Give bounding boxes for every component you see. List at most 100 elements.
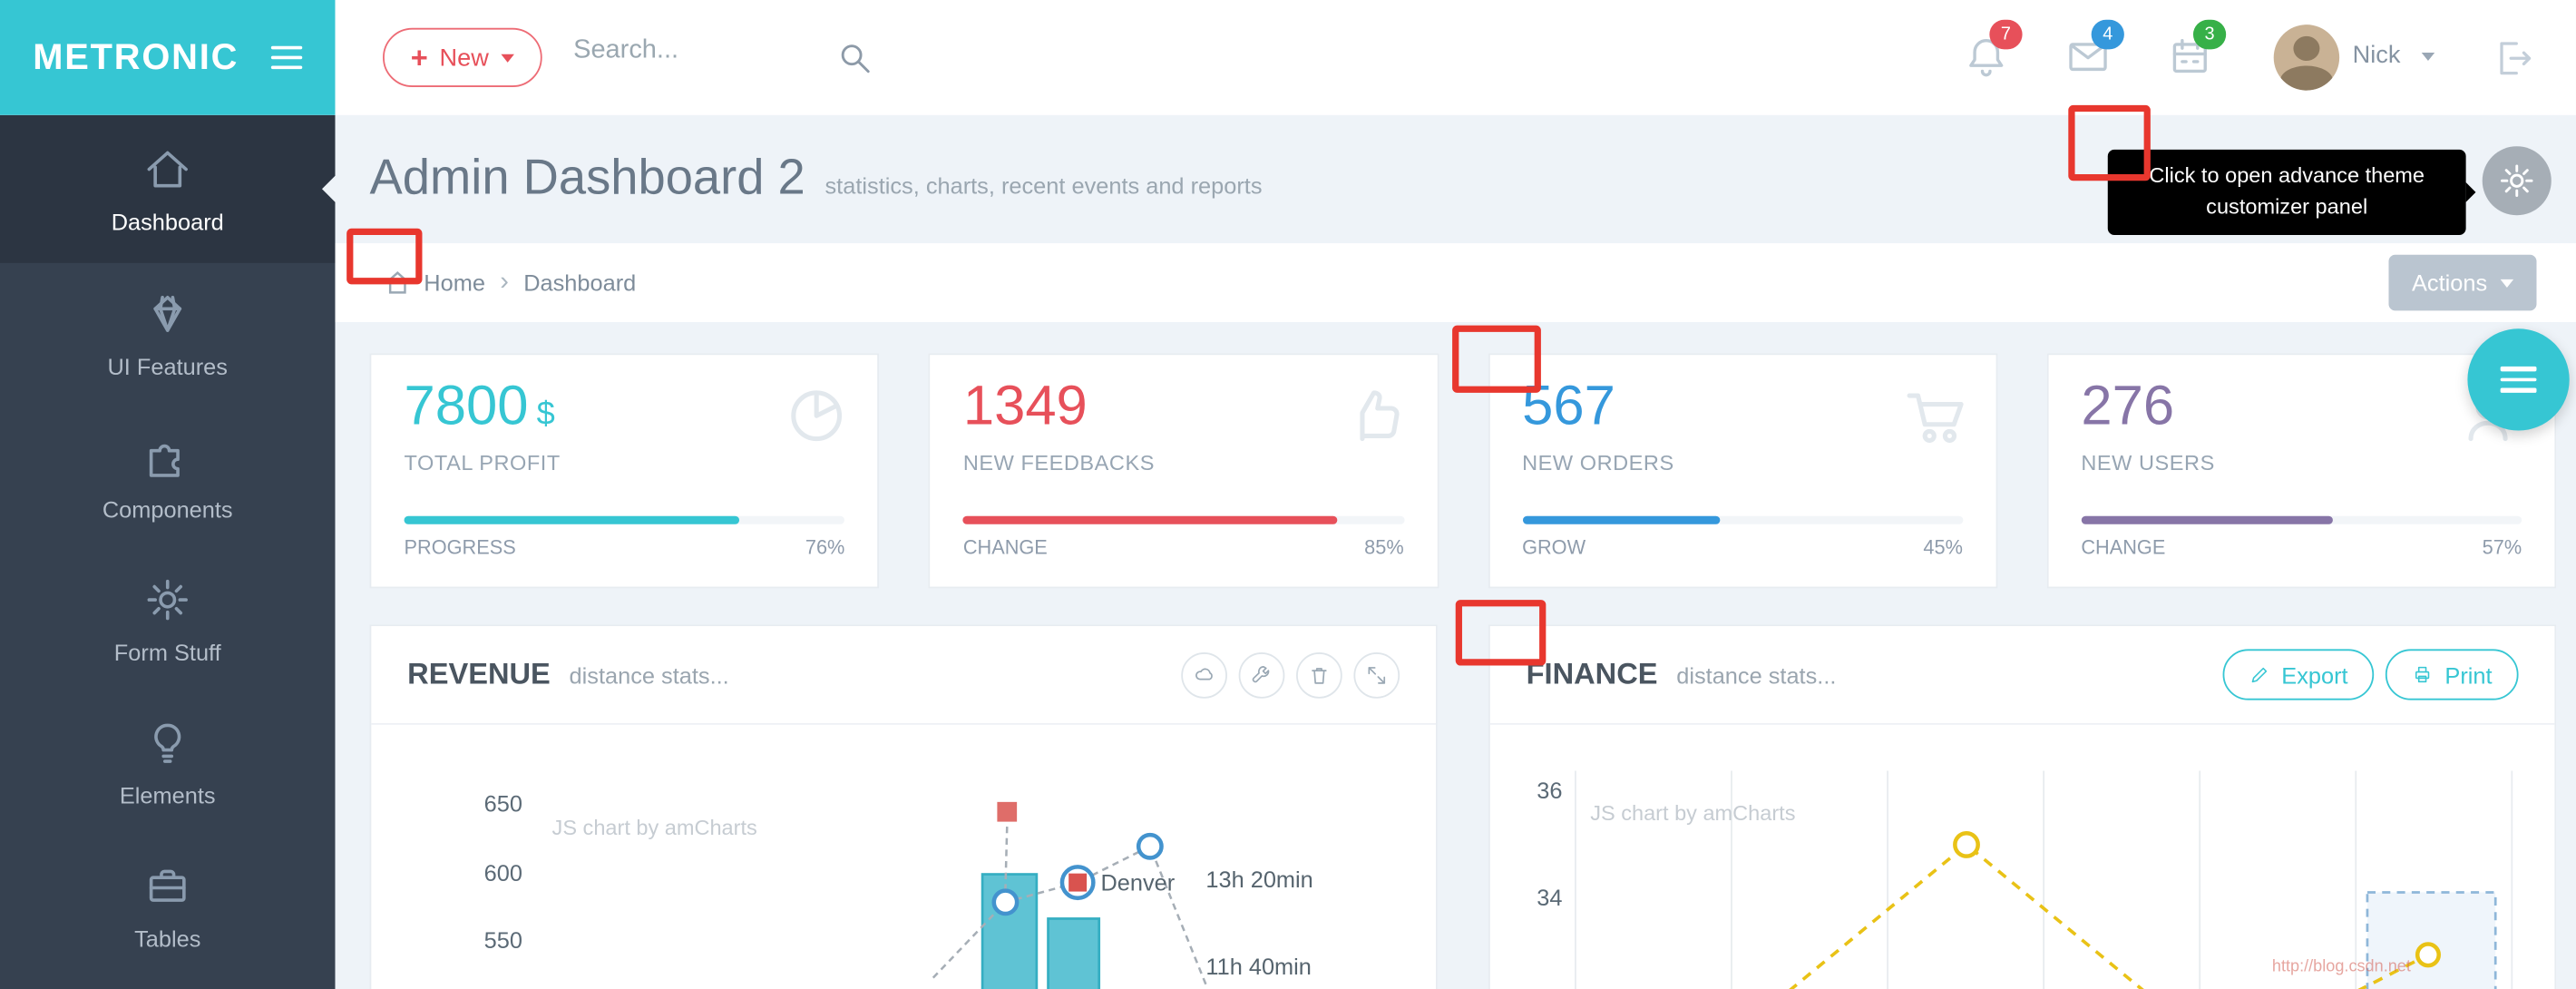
line-point-marker bbox=[1953, 831, 1980, 858]
revenue-portlet: REVENUE distance stats... 650 bbox=[369, 624, 1438, 989]
scatter-point bbox=[1136, 832, 1164, 860]
svg-text:600: 600 bbox=[484, 861, 522, 886]
finance-chart[interactable]: 36 34 JS chart by amCharts http://blog.c… bbox=[1490, 725, 2555, 989]
sidebar-item-label: Elements bbox=[119, 782, 216, 809]
stat-card-new-orders: 567 NEW ORDERS GROW 45% bbox=[1488, 353, 1997, 589]
search-box bbox=[570, 34, 824, 68]
stat-value: 7800 $ bbox=[404, 374, 555, 437]
sidebar-item-components[interactable]: Components bbox=[0, 406, 335, 549]
sidebar-item-tables[interactable]: Tables bbox=[0, 835, 335, 978]
thumbs-up-icon bbox=[1359, 390, 1399, 442]
quick-sidebar-toggle-button[interactable] bbox=[2467, 328, 2570, 431]
shopping-cart-icon bbox=[1907, 393, 1964, 444]
sidebar-item-dashboard[interactable]: Dashboard bbox=[0, 114, 336, 263]
expand-icon[interactable] bbox=[1353, 651, 1400, 698]
chevron-down-icon bbox=[500, 53, 514, 62]
finance-portlet: FINANCE distance stats... Export Print bbox=[1488, 624, 2557, 989]
svg-text:JS chart by amCharts: JS chart by amCharts bbox=[1590, 801, 1795, 825]
stat-value: 1349 bbox=[962, 374, 1088, 437]
stat-card-new-feedbacks: 1349 NEW FEEDBACKS CHANGE 85% bbox=[928, 353, 1439, 589]
sidebar-item-elements[interactable]: Elements bbox=[0, 692, 335, 836]
search-input[interactable] bbox=[570, 34, 824, 68]
actions-button[interactable]: Actions bbox=[2388, 254, 2537, 311]
logout-icon[interactable] bbox=[2491, 36, 2535, 81]
new-button[interactable]: + New bbox=[383, 27, 542, 87]
progress-track bbox=[2081, 515, 2522, 524]
breadcrumb-home-link[interactable]: Home bbox=[424, 269, 485, 297]
avatar-shoulders-shape bbox=[2279, 65, 2333, 91]
wrench-icon[interactable] bbox=[1238, 651, 1285, 698]
progress-caption: PROGRESS bbox=[404, 535, 516, 559]
user-avatar[interactable] bbox=[2273, 24, 2340, 91]
stat-value: 276 bbox=[2081, 374, 2175, 437]
sidebar-item-form-stuff[interactable]: Form Stuff bbox=[0, 549, 335, 692]
portlet-title: FINANCE bbox=[1526, 657, 1658, 690]
pencil-icon bbox=[2251, 667, 2267, 683]
sidebar-toggle-icon[interactable] bbox=[270, 45, 303, 70]
tasks-calendar-icon[interactable]: 3 bbox=[2167, 19, 2227, 82]
pie-chart-icon bbox=[791, 390, 843, 442]
export-button-label: Export bbox=[2281, 661, 2348, 688]
annotation-rectangle bbox=[1455, 600, 1547, 666]
user-chevron-down-icon bbox=[2421, 52, 2435, 62]
progress-percent: 85% bbox=[1364, 535, 1404, 559]
inbox-envelope-icon[interactable]: 4 bbox=[2065, 19, 2124, 82]
progress-fill bbox=[1522, 515, 1721, 524]
chevron-down-icon bbox=[2500, 278, 2514, 288]
sidebar-item-ui-features[interactable]: UI Features bbox=[0, 263, 335, 406]
progress-fill bbox=[2081, 515, 2333, 524]
red-square-marker bbox=[997, 801, 1018, 822]
inbox-badge: 4 bbox=[2091, 19, 2124, 50]
svg-text:36: 36 bbox=[1537, 778, 1562, 804]
brand-logo: METRONIC bbox=[0, 0, 336, 115]
notifications-badge: 7 bbox=[1989, 19, 2023, 50]
gear-icon bbox=[2501, 164, 2533, 197]
svg-text:13h 20min: 13h 20min bbox=[1205, 867, 1312, 893]
stat-label: TOTAL PROFIT bbox=[404, 450, 561, 475]
progress-track bbox=[1522, 515, 1963, 524]
theme-customizer-button[interactable] bbox=[2482, 146, 2552, 216]
svg-text:http://blog.csdn.net: http://blog.csdn.net bbox=[2272, 956, 2411, 974]
progress-track bbox=[962, 515, 1404, 524]
sidebar-item-label: Components bbox=[102, 495, 233, 523]
cloud-download-icon[interactable] bbox=[1181, 651, 1227, 698]
breadcrumb-current: Dashboard bbox=[523, 269, 637, 297]
scatter-point bbox=[991, 888, 1020, 916]
sidebar: Dashboard UI Features Components Form St… bbox=[0, 114, 336, 989]
user-menu-name[interactable]: Nick bbox=[2352, 41, 2401, 70]
denver-red-square-marker bbox=[1068, 873, 1088, 892]
sidebar-item-label: UI Features bbox=[107, 353, 228, 380]
tasks-badge: 3 bbox=[2192, 19, 2227, 50]
portlet-subtitle: distance stats... bbox=[1676, 661, 1837, 689]
svg-text:Denver: Denver bbox=[1101, 871, 1176, 896]
print-button-label: Print bbox=[2444, 661, 2493, 688]
export-button[interactable]: Export bbox=[2222, 649, 2375, 700]
home-icon bbox=[147, 150, 188, 187]
brand-name: METRONIC bbox=[33, 35, 239, 78]
portlet-actions: Export Print bbox=[2222, 649, 2519, 700]
currency-suffix: $ bbox=[536, 396, 555, 433]
svg-text:JS chart by amCharts: JS chart by amCharts bbox=[552, 816, 757, 839]
tooltip-text: Click to open advance theme customizer p… bbox=[2149, 162, 2425, 219]
notifications-bell-icon[interactable]: 7 bbox=[1963, 19, 2023, 82]
gear-icon bbox=[147, 579, 188, 621]
trash-icon[interactable] bbox=[1296, 651, 1342, 698]
page-subtitle: statistics, charts, recent events and re… bbox=[825, 172, 1263, 200]
puzzle-icon bbox=[149, 444, 180, 477]
breadcrumb: Home › Dashboard Actions bbox=[335, 243, 2576, 322]
search-icon[interactable] bbox=[833, 38, 875, 81]
annotation-rectangle bbox=[346, 228, 423, 285]
progress-track bbox=[404, 515, 845, 524]
revenue-chart[interactable]: 650 600 550 JS chart by amCharts Denver … bbox=[371, 725, 1436, 989]
progress-percent: 45% bbox=[1923, 535, 1963, 559]
print-button[interactable]: Print bbox=[2386, 649, 2519, 700]
annotation-rectangle bbox=[1452, 325, 1541, 393]
portlet-subtitle: distance stats... bbox=[569, 661, 729, 689]
diamond-icon bbox=[153, 296, 182, 332]
svg-text:550: 550 bbox=[484, 928, 522, 954]
stat-card-total-profit: 7800 $ TOTAL PROFIT PROGRESS 76% bbox=[369, 353, 880, 589]
sidebar-item-label: Form Stuff bbox=[113, 639, 221, 666]
new-button-label: New bbox=[439, 43, 489, 72]
progress-caption: GROW bbox=[1522, 535, 1586, 559]
theme-customizer-tooltip: Click to open advance theme customizer p… bbox=[2107, 149, 2476, 235]
